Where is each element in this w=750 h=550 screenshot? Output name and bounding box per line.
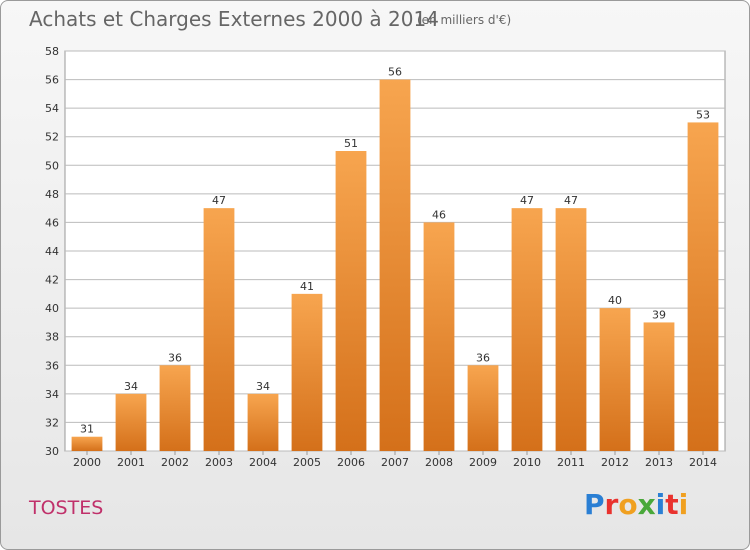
x-tick-label: 2005 bbox=[293, 456, 321, 469]
data-label: 34 bbox=[256, 380, 270, 393]
data-label: 34 bbox=[124, 380, 138, 393]
bar-2002[interactable] bbox=[159, 365, 191, 451]
x-tick-label: 2010 bbox=[513, 456, 541, 469]
data-label: 46 bbox=[432, 208, 446, 221]
logo-letter: r bbox=[604, 488, 619, 521]
bars bbox=[71, 79, 719, 452]
x-tick-label: 2012 bbox=[601, 456, 629, 469]
y-tick-label: 34 bbox=[45, 388, 59, 401]
y-tick-label: 46 bbox=[45, 216, 59, 229]
x-tick-label: 2003 bbox=[205, 456, 233, 469]
data-labels: 31 34 36 47 34 41 51 56 46 36 47 47 40 39 53 bbox=[80, 66, 710, 436]
y-tick-label: 38 bbox=[45, 331, 59, 344]
x-tick-label: 2001 bbox=[117, 456, 145, 469]
y-tick-label: 40 bbox=[45, 302, 59, 315]
y-tick-label: 36 bbox=[45, 359, 59, 372]
commune-name: TOSTES bbox=[29, 497, 104, 519]
data-label: 41 bbox=[300, 280, 314, 293]
bar-2011[interactable] bbox=[555, 208, 587, 451]
data-label: 47 bbox=[212, 194, 226, 207]
logo-letter: i bbox=[678, 488, 689, 521]
chart-subtitle: (en milliers d'€) bbox=[417, 13, 512, 27]
x-tick-label: 2008 bbox=[425, 456, 453, 469]
data-label: 31 bbox=[80, 423, 94, 436]
bar-2007[interactable] bbox=[379, 79, 411, 452]
y-tick-label: 56 bbox=[45, 74, 59, 87]
bar-2000[interactable] bbox=[71, 436, 103, 451]
data-label: 53 bbox=[696, 108, 710, 121]
bar-2009[interactable] bbox=[467, 365, 499, 451]
x-tick-label: 2007 bbox=[381, 456, 409, 469]
data-label: 47 bbox=[564, 194, 578, 207]
bar-2010[interactable] bbox=[511, 208, 543, 451]
logo-letter: P bbox=[584, 488, 605, 521]
y-axis-ticks: 30 32 34 36 38 40 42 44 46 48 50 52 54 56 58 bbox=[45, 45, 59, 458]
data-label: 56 bbox=[388, 66, 402, 79]
x-tick-label: 2011 bbox=[557, 456, 585, 469]
y-tick-label: 42 bbox=[45, 274, 59, 287]
data-label: 39 bbox=[652, 308, 666, 321]
x-tick-label: 2006 bbox=[337, 456, 365, 469]
logo-letter: i bbox=[655, 488, 666, 521]
data-label: 40 bbox=[608, 294, 622, 307]
x-tick-label: 2013 bbox=[645, 456, 673, 469]
x-tick-label: 2014 bbox=[689, 456, 717, 469]
y-tick-label: 54 bbox=[45, 102, 59, 115]
bar-2012[interactable] bbox=[599, 308, 631, 451]
bar-2013[interactable] bbox=[643, 322, 675, 451]
logo-letter: o bbox=[618, 488, 638, 521]
bar-2008[interactable] bbox=[423, 222, 455, 451]
data-label: 36 bbox=[168, 351, 182, 364]
bar-2014[interactable] bbox=[687, 122, 719, 451]
bar-2003[interactable] bbox=[203, 208, 235, 451]
y-tick-label: 30 bbox=[45, 445, 59, 458]
x-tick-label: 2002 bbox=[161, 456, 189, 469]
x-tick-label: 2009 bbox=[469, 456, 497, 469]
data-label: 47 bbox=[520, 194, 534, 207]
data-label: 36 bbox=[476, 351, 490, 364]
proxiti-logo[interactable]: Proxiti bbox=[584, 488, 688, 521]
bar-2001[interactable] bbox=[115, 393, 147, 451]
y-tick-label: 32 bbox=[45, 416, 59, 429]
x-tick-label: 2004 bbox=[249, 456, 277, 469]
y-tick-label: 48 bbox=[45, 188, 59, 201]
bar-2005[interactable] bbox=[291, 293, 323, 451]
y-tick-label: 52 bbox=[45, 131, 59, 144]
y-tick-label: 50 bbox=[45, 159, 59, 172]
bar-2006[interactable] bbox=[335, 151, 367, 451]
bar-2004[interactable] bbox=[247, 393, 279, 451]
y-tick-label: 44 bbox=[45, 245, 59, 258]
chart-title: Achats et Charges Externes 2000 à 2014 bbox=[29, 7, 439, 31]
logo-letter: x bbox=[637, 488, 656, 521]
logo-letter: t bbox=[665, 488, 679, 521]
x-tick-label: 2000 bbox=[73, 456, 101, 469]
x-axis-ticks: 2000 2001 2002 2003 2004 2005 2006 2007 2008 2009… bbox=[73, 451, 717, 469]
y-tick-label: 58 bbox=[45, 45, 59, 58]
data-label: 51 bbox=[344, 137, 358, 150]
